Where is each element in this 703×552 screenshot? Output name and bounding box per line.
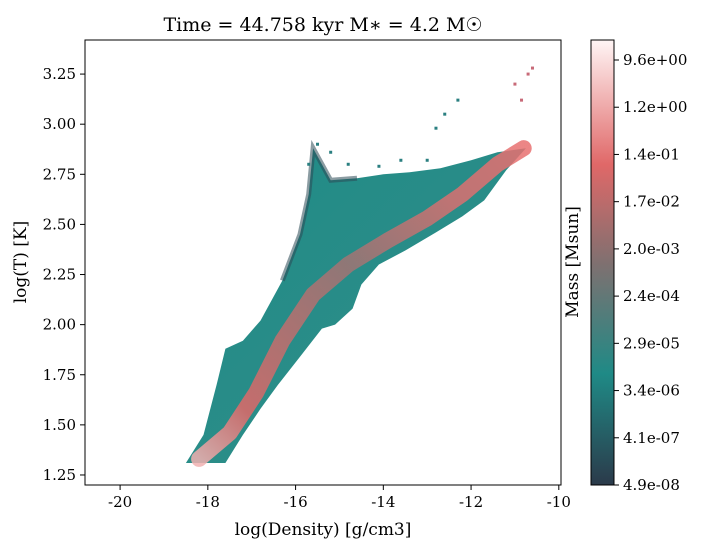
colorbar-tick-label: 1.7e-02	[623, 193, 680, 211]
high-mass-ridge	[191, 140, 532, 467]
x-tick-label: -10	[547, 493, 571, 511]
x-tick-label: -14	[371, 493, 395, 511]
colorbar-label: Mass [Msun]	[563, 206, 583, 318]
scattered-cells	[307, 66, 534, 168]
chart-title: Time = 44.758 kyr M∗ = 4.2 M☉	[163, 14, 482, 36]
colorbar: 4.9e-08 4.1e-07 3.4e-06 2.9e-05 2.4e-04 2.0e-…	[563, 39, 687, 494]
colorbar-ticks: 4.9e-08 4.1e-07 3.4e-06 2.9e-05 2.4e-04 2.0e-…	[614, 51, 687, 494]
y-axis: 1.25 1.50 1.75 2.00 2.25 2.50 2.75 3.00 3.25	[43, 65, 85, 484]
y-tick-label: 2.50	[43, 215, 76, 233]
y-tick-label: 1.25	[43, 466, 76, 484]
y-axis-label: log(T) [K]	[11, 221, 31, 304]
colorbar-tick-label: 1.2e+00	[623, 98, 687, 116]
colorbar-tick-label: 2.9e-05	[623, 334, 680, 352]
y-tick-label: 1.75	[43, 366, 76, 384]
colorbar-tick-label: 4.1e-07	[623, 429, 680, 447]
plot-area	[185, 66, 534, 467]
colorbar-tick-label: 1.4e-01	[623, 145, 680, 163]
y-tick-label: 3.25	[43, 65, 76, 83]
scatter-cell	[520, 98, 524, 102]
y-tick-label: 2.25	[43, 266, 76, 284]
colorbar-tick-label: 3.4e-06	[623, 382, 680, 400]
colorbar-tick-label: 2.4e-04	[623, 287, 680, 305]
x-tick-label: -16	[284, 493, 308, 511]
low-mass-edge	[280, 139, 358, 282]
scatter-cell	[425, 158, 429, 162]
x-tick-label: -12	[459, 493, 483, 511]
colorbar-tick-label: 2.0e-03	[623, 240, 680, 258]
phase-region	[185, 148, 526, 463]
scatter-cell	[377, 164, 381, 168]
y-tick-label: 2.75	[43, 165, 76, 183]
scatter-cell	[434, 126, 438, 130]
y-tick-label: 1.50	[43, 416, 76, 434]
scatter-cell	[346, 162, 350, 166]
scatter-cell	[307, 162, 311, 166]
scatter-cell	[443, 112, 447, 116]
scatter-cell	[530, 66, 534, 70]
scatter-cell	[513, 82, 517, 86]
colorbar-tick-label: 9.6e+00	[623, 51, 687, 69]
scatter-cell	[456, 98, 460, 102]
x-axis-label: log(Density) [g/cm3]	[235, 520, 412, 540]
y-tick-label: 2.00	[43, 316, 76, 334]
scatter-cell	[526, 72, 530, 76]
colorbar-gradient	[590, 39, 615, 486]
y-tick-label: 3.00	[43, 115, 76, 133]
x-axis: -20 -18 -16 -14 -12 -10	[108, 485, 571, 511]
scatter-cell	[329, 150, 333, 154]
x-tick-label: -18	[196, 493, 220, 511]
scatter-cell	[316, 142, 320, 146]
colorbar-tick-label: 4.9e-08	[623, 476, 680, 494]
x-tick-label: -20	[108, 493, 132, 511]
scatter-cell	[399, 158, 403, 162]
plot-frame	[84, 39, 562, 486]
